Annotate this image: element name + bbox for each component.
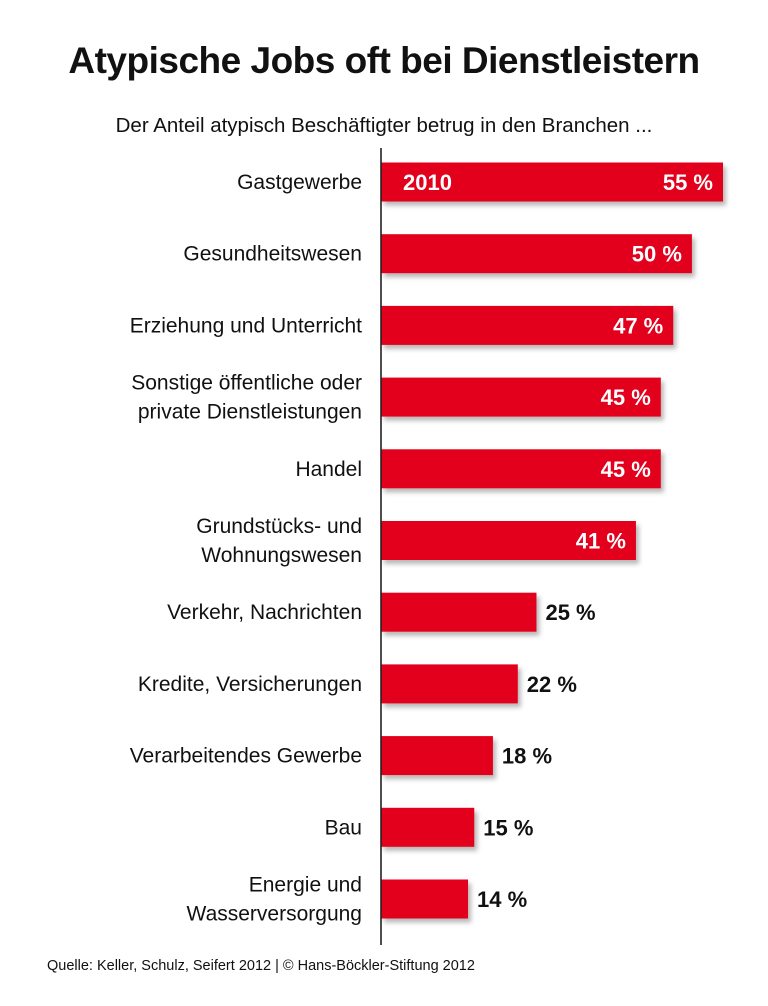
bar — [381, 736, 493, 776]
value-label: 14 % — [477, 887, 527, 912]
bar — [381, 449, 661, 489]
bar — [381, 807, 475, 847]
category-label: Sonstige öffentliche oder private Dienstl… — [131, 372, 362, 424]
category-label: Grundstücks- und Wohnungswesen — [196, 515, 362, 567]
bar — [381, 664, 518, 704]
category-label: Verarbeitendes Gewerbe — [130, 745, 362, 768]
chart-subtitle: Der Anteil atypisch Beschäftigter betrug… — [115, 114, 653, 137]
category-label: Energie und Wasserversorgung — [187, 874, 362, 926]
bar — [381, 521, 636, 560]
category-label: Erziehung und Unterricht — [130, 314, 362, 337]
bar — [381, 162, 723, 202]
bar — [381, 234, 692, 274]
category-label: Kredite, Versicherungen — [138, 673, 362, 696]
value-label: 25 % — [545, 600, 595, 625]
category-label: Gesundheitswesen — [183, 243, 362, 266]
bar — [381, 305, 674, 345]
value-label: 45 % — [601, 385, 651, 410]
chart-title: Atypische Jobs oft bei Dienstleistern — [68, 40, 700, 81]
bar — [381, 377, 661, 417]
value-label: 55 % — [663, 170, 713, 195]
value-label: 15 % — [483, 815, 533, 840]
source-note: Quelle: Keller, Schulz, Seifert 2012 | ©… — [47, 958, 475, 974]
bar — [381, 879, 469, 919]
category-label: Bau — [325, 816, 362, 839]
category-label: Verkehr, Nachrichten — [167, 601, 362, 624]
value-label: 47 % — [613, 313, 663, 338]
value-label: 50 % — [632, 242, 682, 267]
category-label: Gastgewerbe — [237, 171, 362, 194]
value-label: 41 % — [576, 529, 626, 554]
value-label: 45 % — [601, 457, 651, 482]
category-label: Handel — [295, 458, 362, 481]
value-label: 18 % — [502, 744, 552, 769]
bar — [381, 592, 537, 632]
value-label: 22 % — [527, 672, 577, 697]
series-year-label: 2010 — [403, 170, 452, 195]
